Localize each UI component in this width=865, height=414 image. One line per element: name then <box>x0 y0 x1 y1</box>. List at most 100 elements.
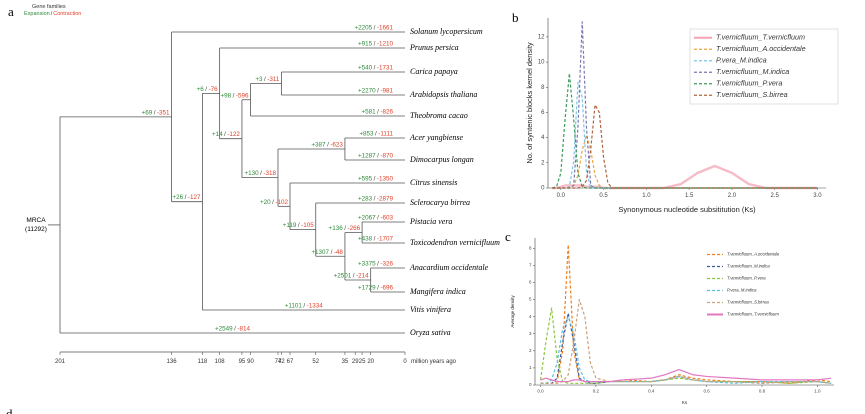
y-tick-label: 0 <box>529 382 532 387</box>
leaf-label: Anacardium occidentale <box>409 263 489 272</box>
leaf-label: Citrus sinensis <box>410 178 457 187</box>
y-tick-label: 2 <box>529 348 532 353</box>
legend-label: T.vernicfluum_A.occidentale <box>716 44 806 53</box>
y-tick-label: 5 <box>529 297 532 302</box>
gain: +20 <box>260 199 271 206</box>
separator: / <box>377 109 379 116</box>
root-count: (11292) <box>25 226 47 233</box>
loss: -1731 <box>377 65 394 72</box>
branch-label: +26/-127 <box>172 194 201 201</box>
leaf-label: Oryza sativa <box>410 328 451 337</box>
branch-label: +540/-1731 <box>358 65 394 72</box>
branch-label: +3375/-326 <box>358 261 394 268</box>
legend-separator: / <box>51 11 53 17</box>
loss: -105 <box>301 222 314 229</box>
branch-label: +1307/-48 <box>311 249 343 256</box>
branch-label: +2549/-814 <box>215 326 251 333</box>
branch-label: +6/-76 <box>197 86 219 93</box>
legend-label: T.vernicfluum_P.vera <box>727 276 766 281</box>
separator: / <box>374 41 376 48</box>
leaf-label: Vitis vinifera <box>410 305 451 314</box>
root-label: MRCA <box>26 217 46 224</box>
time-tick-label: 29 <box>352 359 359 365</box>
legend-label: T.vernicfluum_S.birrea <box>727 300 769 305</box>
gain: +69 <box>142 109 153 116</box>
gain: +6 <box>197 86 205 93</box>
leaf-label: Dimocarpus longan <box>409 155 474 164</box>
x-tick-label: 0.8 <box>759 389 766 394</box>
separator: / <box>260 170 262 177</box>
branch-label: +3/-311 <box>255 76 280 83</box>
time-tick-label: 136 <box>167 359 178 365</box>
separator: / <box>344 225 346 232</box>
legend-label: T.vernicfluum_T.vernicfluum <box>727 312 779 317</box>
separator: / <box>375 131 377 138</box>
time-tick-label: 52 <box>312 359 319 365</box>
gain: +438 <box>358 236 373 243</box>
loss: -596 <box>236 92 249 99</box>
gain: +2501 <box>334 273 352 280</box>
leaf-label: Solanum lycopersicum <box>410 27 483 36</box>
y-tick-label: 8 <box>541 85 545 91</box>
separator: / <box>377 88 379 95</box>
gain: +581 <box>361 109 376 116</box>
loss: -870 <box>380 153 393 160</box>
loss: -326 <box>380 261 393 268</box>
leaf-label: Toxicodendron vernicifluum <box>410 238 500 247</box>
legend-title: Gene families <box>32 4 66 10</box>
loss: -603 <box>380 215 393 222</box>
y-tick-label: 2 <box>541 160 545 166</box>
branch-label: +581/-826 <box>361 109 393 116</box>
time-tick-label: 35 <box>342 359 349 365</box>
loss: -826 <box>380 109 393 116</box>
y-tick-label: 6 <box>541 110 545 116</box>
gain: +1729 <box>358 285 376 292</box>
separator: / <box>374 196 376 203</box>
x-tick-label: 0.0 <box>537 389 544 394</box>
loss: -1350 <box>377 176 394 183</box>
loss: -1210 <box>377 41 394 48</box>
separator: / <box>205 86 207 93</box>
leaf-label: Theobroma cacao <box>410 111 468 120</box>
time-tick-label: 25 <box>359 359 366 365</box>
separator: / <box>374 25 376 32</box>
panel-label: d <box>6 406 13 414</box>
time-tick-label: 72 <box>278 359 285 365</box>
time-tick-label: 20 <box>367 359 374 365</box>
density-line <box>552 104 818 189</box>
separator: / <box>331 249 333 256</box>
loss: -814 <box>237 326 250 333</box>
branch-label: +14/-122 <box>212 131 241 138</box>
x-tick-label: 1.5 <box>685 193 694 199</box>
legend-label: T.vernicfluum_S.birrea <box>716 90 788 99</box>
branch-label: +2205/-1661 <box>354 25 393 32</box>
leaf-label: Acer yangbiense <box>409 133 464 142</box>
branch-label: +69/-351 <box>142 109 171 116</box>
panel-label: a <box>8 4 14 19</box>
separator: / <box>154 109 156 116</box>
separator: / <box>374 236 376 243</box>
gain: +1101 <box>285 303 303 310</box>
legend-label: T.vernicfluum_M.indica <box>727 264 770 269</box>
gain: +130 <box>244 170 259 177</box>
separator: / <box>233 92 235 99</box>
time-tick-label: 201 <box>55 359 66 365</box>
gain: +136 <box>329 225 344 232</box>
loss: -48 <box>334 249 344 256</box>
gain: +540 <box>358 65 373 72</box>
x-tick-label: 2.5 <box>771 193 780 199</box>
leaf-label: Arabidopsis thaliana <box>409 90 477 99</box>
panel-label: c <box>505 229 511 244</box>
loss: -1707 <box>377 236 394 243</box>
gain: +2270 <box>358 88 376 95</box>
loss: -76 <box>209 86 219 93</box>
y-tick-label: 8 <box>529 245 532 250</box>
legend-loss: Contraction <box>53 11 81 17</box>
y-tick-label: 12 <box>538 34 545 40</box>
x-axis-label: Ks <box>682 400 688 405</box>
branch-label: +1729/-696 <box>358 285 394 292</box>
branch-label: +1287/-870 <box>358 153 394 160</box>
separator: / <box>234 326 236 333</box>
y-tick-label: 6 <box>529 280 532 285</box>
